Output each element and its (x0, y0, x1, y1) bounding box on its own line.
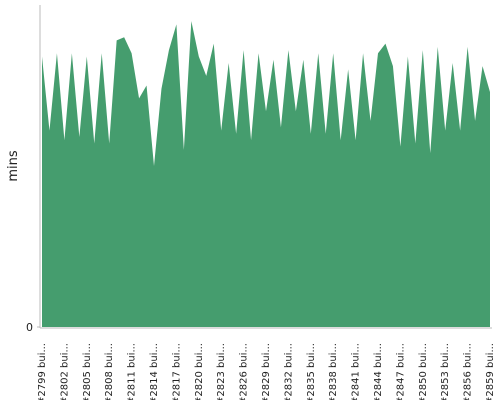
x-tick-label: #2856 bui... (463, 343, 474, 400)
x-tick-label: #2859 bui... (485, 343, 496, 400)
x-tick-label: #2847 bui... (395, 343, 406, 400)
x-tick-label: #2829 bui... (261, 343, 272, 400)
x-tick-label: #2820 bui... (194, 343, 205, 400)
x-tick-label: #2838 bui... (328, 343, 339, 400)
area (42, 21, 490, 327)
x-tick-label: #2832 bui... (283, 343, 294, 400)
x-tick-label: #2808 bui... (104, 343, 115, 400)
x-tick-label: #2805 bui... (82, 343, 93, 400)
y-axis-label: mins (6, 150, 21, 182)
x-tick-label: #2823 bui... (216, 343, 227, 400)
x-tick-label: #2850 bui... (418, 343, 429, 400)
x-tick-label: #2826 bui... (239, 343, 250, 400)
x-tick-label: #2811 bui... (127, 343, 138, 400)
x-tick-label: #2853 bui... (440, 343, 451, 400)
x-tick-label: #2835 bui... (306, 343, 317, 400)
x-tick-label: #2817 bui... (171, 343, 182, 400)
x-tick-label: #2841 bui... (351, 343, 362, 400)
x-tick-label: #2814 bui... (149, 343, 160, 400)
y-tick-label: 0 (26, 321, 33, 334)
x-tick-label: #2802 bui... (59, 343, 70, 400)
x-tick-label: #2799 bui... (37, 343, 48, 400)
x-tick-label: #2844 bui... (373, 343, 384, 400)
